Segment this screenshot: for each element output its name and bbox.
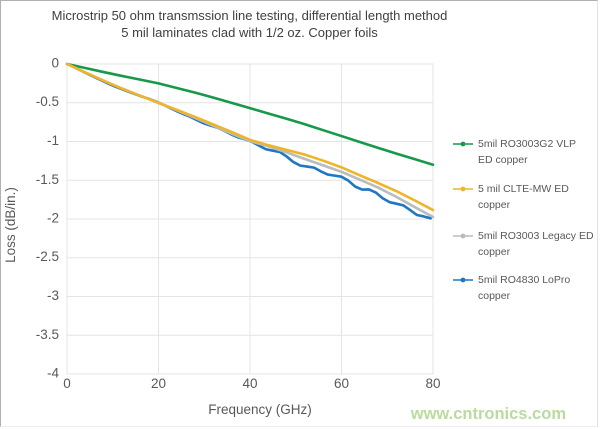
svg-text:20: 20 bbox=[151, 376, 166, 391]
svg-text:-0.5: -0.5 bbox=[36, 94, 59, 109]
svg-text:-2: -2 bbox=[47, 211, 59, 226]
svg-text:80: 80 bbox=[425, 376, 440, 391]
svg-text:-1.5: -1.5 bbox=[36, 172, 59, 187]
svg-text:-3.5: -3.5 bbox=[36, 327, 59, 342]
svg-text:60: 60 bbox=[334, 376, 349, 391]
svg-text:-1: -1 bbox=[47, 133, 59, 148]
svg-text:-2.5: -2.5 bbox=[36, 249, 59, 264]
svg-text:-4: -4 bbox=[47, 366, 59, 381]
svg-text:0: 0 bbox=[63, 376, 71, 391]
svg-text:-3: -3 bbox=[47, 288, 59, 303]
svg-text:0: 0 bbox=[51, 56, 59, 71]
svg-text:40: 40 bbox=[242, 376, 257, 391]
